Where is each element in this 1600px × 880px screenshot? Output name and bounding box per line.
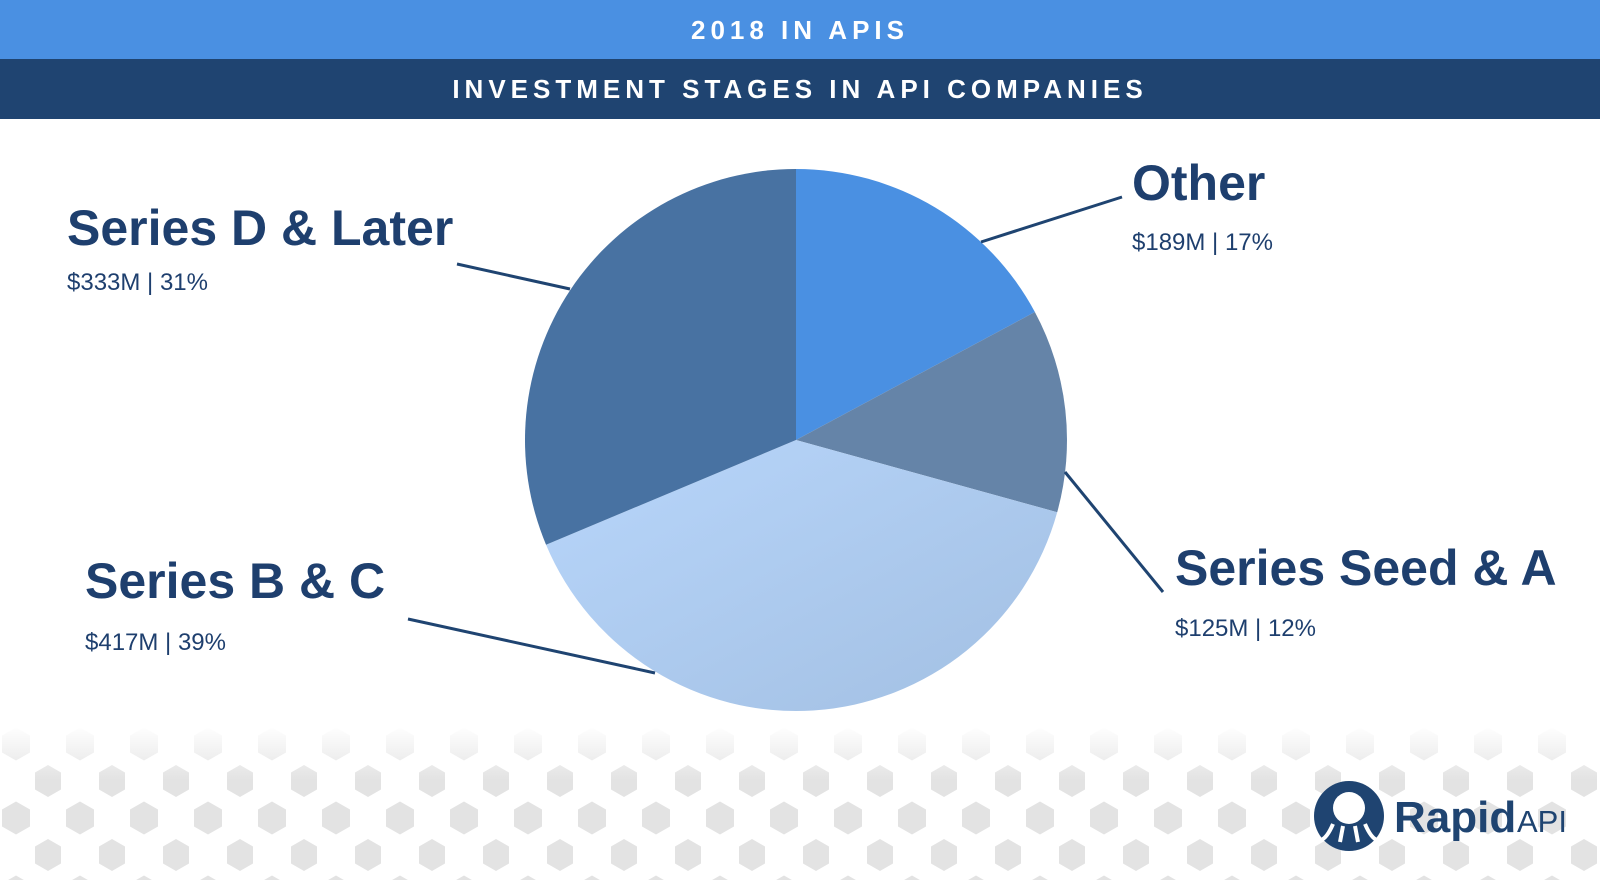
logo-suffix: API xyxy=(1517,804,1567,839)
leader-line xyxy=(1063,471,1165,593)
slice-label: Series B & C xyxy=(85,553,385,609)
slice-label: Series D & Later xyxy=(67,200,453,256)
subtitle-bar xyxy=(0,59,1600,119)
title-bar xyxy=(0,0,1600,59)
pie-slice xyxy=(796,169,1035,440)
logo-icon-face xyxy=(1333,792,1365,824)
chart-subtitle: INVESTMENT STAGES IN API COMPANIES xyxy=(452,74,1147,104)
slice-value-label: $189M | 17% xyxy=(1132,229,1273,256)
logo: Rapid API xyxy=(1314,781,1567,851)
chart-title: 2018 IN APIS xyxy=(691,15,909,45)
pie-slice xyxy=(546,440,1058,711)
pie xyxy=(525,169,1067,711)
slice-value-label: $125M | 12% xyxy=(1175,615,1316,642)
slice-value-label: $333M | 31% xyxy=(67,269,208,296)
leader-line xyxy=(456,262,571,291)
slice-label: Other xyxy=(1132,155,1265,211)
slice-value-label: $417M | 39% xyxy=(85,629,226,656)
logo-name: Rapid xyxy=(1394,793,1516,842)
slice-label: Series Seed & A xyxy=(1175,540,1557,596)
logo-icon-legs xyxy=(1320,823,1378,843)
pie-slice xyxy=(796,312,1067,513)
leader-line xyxy=(407,617,656,675)
pie-slice xyxy=(525,169,796,545)
leader-line xyxy=(980,195,1123,244)
labels: Other $189M | 17% Series Seed & A $125M | 1… xyxy=(67,155,1557,675)
